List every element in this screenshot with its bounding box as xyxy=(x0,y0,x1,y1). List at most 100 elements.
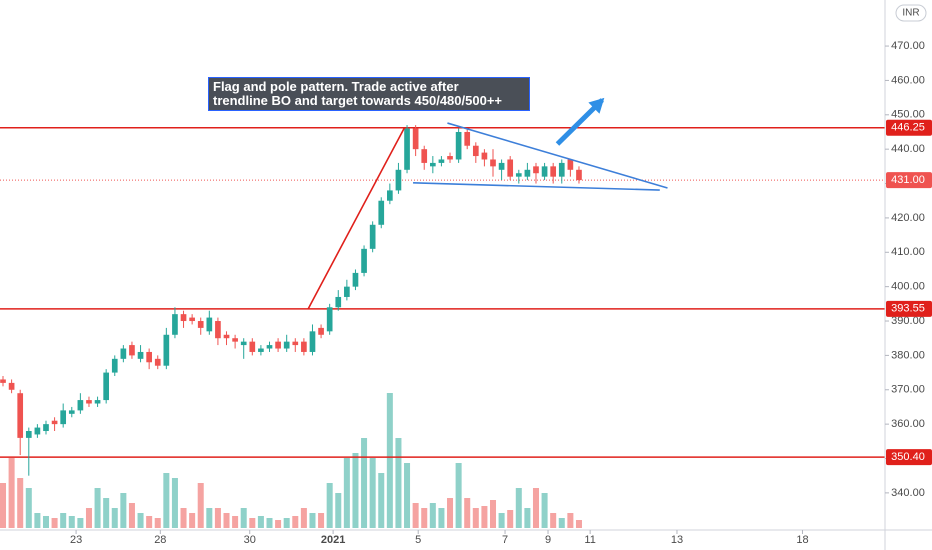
volume-bar xyxy=(575,520,582,528)
volume-bar xyxy=(326,483,333,528)
annotation-box: Flag and pole pattern. Trade active afte… xyxy=(208,77,530,111)
level-label: 446.25 xyxy=(891,122,925,134)
volume-bar xyxy=(240,508,247,528)
candle-body xyxy=(17,393,24,438)
volume-bar xyxy=(42,516,49,528)
candle-body xyxy=(266,345,273,349)
candle-body xyxy=(429,162,436,167)
y-tick-label: 400.00 xyxy=(891,281,925,293)
candle-body xyxy=(60,410,67,425)
volume-bar xyxy=(266,518,273,528)
candle-body xyxy=(498,162,505,170)
candle-body xyxy=(111,358,118,373)
candle-body xyxy=(232,338,238,342)
candle-body xyxy=(292,341,299,346)
candle-body xyxy=(352,272,359,287)
y-tick-label: 340.00 xyxy=(891,487,925,499)
candle-body xyxy=(481,152,488,160)
volume-bar xyxy=(197,483,204,528)
candle-body xyxy=(412,128,419,150)
volume-bar xyxy=(532,488,539,528)
candle-body xyxy=(25,431,32,438)
candle-body xyxy=(206,317,213,332)
volume-bar xyxy=(94,488,101,528)
candle-body xyxy=(335,296,342,308)
volume-bar xyxy=(318,513,325,528)
x-tick-label: 7 xyxy=(502,534,508,546)
candle-body xyxy=(447,156,453,160)
candle-body xyxy=(318,327,324,335)
x-tick-label: 30 xyxy=(244,534,256,546)
candle-body xyxy=(576,169,582,181)
trend-line xyxy=(413,182,660,191)
level-label-bg xyxy=(886,119,932,136)
y-tick-label: 450.00 xyxy=(891,109,925,121)
x-tick-label: 2021 xyxy=(321,534,345,546)
candle-body xyxy=(558,162,565,177)
volume-bar xyxy=(386,393,393,528)
volume-bar xyxy=(438,508,445,528)
volume-bar xyxy=(335,493,342,528)
candle-body xyxy=(94,400,101,404)
candle-body xyxy=(8,382,15,390)
volume-bar xyxy=(206,508,213,528)
candle-body xyxy=(524,169,531,177)
last-price-label-bg xyxy=(886,172,932,189)
volume-bar xyxy=(120,493,127,528)
x-tick-label: 13 xyxy=(671,534,683,546)
volume-bar xyxy=(8,458,15,528)
candle-body xyxy=(550,166,557,177)
volume-bar xyxy=(361,438,368,528)
volume-bar xyxy=(128,503,135,528)
level-label-bg xyxy=(886,300,932,317)
level-label: 350.40 xyxy=(891,451,925,463)
candle-body xyxy=(309,331,316,352)
volume-bar xyxy=(163,473,170,528)
volume-bar xyxy=(395,438,402,528)
candle-body xyxy=(86,400,92,404)
candle-body xyxy=(163,334,170,366)
candle-body xyxy=(515,173,522,177)
y-tick-label: 420.00 xyxy=(891,212,925,224)
volume-bar xyxy=(249,518,256,528)
candle-body xyxy=(223,334,230,339)
volume-bar xyxy=(455,463,462,528)
candle-body xyxy=(421,149,428,163)
level-label-bg xyxy=(886,449,932,466)
candle-body xyxy=(120,348,127,359)
volume-bar xyxy=(429,503,436,528)
volume-bar xyxy=(68,516,75,528)
candle-body xyxy=(146,351,152,363)
volume-bar xyxy=(214,508,221,528)
volume-bar xyxy=(541,493,548,528)
candle-body xyxy=(197,321,204,328)
candle-body xyxy=(541,166,548,177)
volume-bar xyxy=(515,488,522,528)
candle-body xyxy=(507,159,514,177)
volume-bar xyxy=(17,478,24,528)
volume-bar xyxy=(275,520,282,528)
x-tick-label: 9 xyxy=(545,534,551,546)
volume-bar xyxy=(189,513,196,528)
candle-body xyxy=(567,159,574,170)
volume-bar xyxy=(378,473,385,528)
candle-body xyxy=(275,341,281,349)
y-tick-label: 460.00 xyxy=(891,74,925,86)
candle-body xyxy=(378,200,385,225)
candle-body xyxy=(215,321,221,339)
annotation-line: trendline BO and target towards 450/480/… xyxy=(213,93,503,108)
volume-bar xyxy=(369,458,376,528)
volume-bar xyxy=(171,478,178,528)
candle-body xyxy=(283,341,290,349)
volume-bar xyxy=(412,503,419,528)
currency-badge[interactable] xyxy=(895,4,927,22)
candle-body xyxy=(43,424,49,432)
candle-body xyxy=(301,341,307,352)
y-tick-label: 410.00 xyxy=(891,246,925,258)
candle-body xyxy=(404,128,410,170)
candle-body xyxy=(129,345,135,356)
volume-bar xyxy=(154,518,161,528)
volume-bar xyxy=(343,458,350,528)
